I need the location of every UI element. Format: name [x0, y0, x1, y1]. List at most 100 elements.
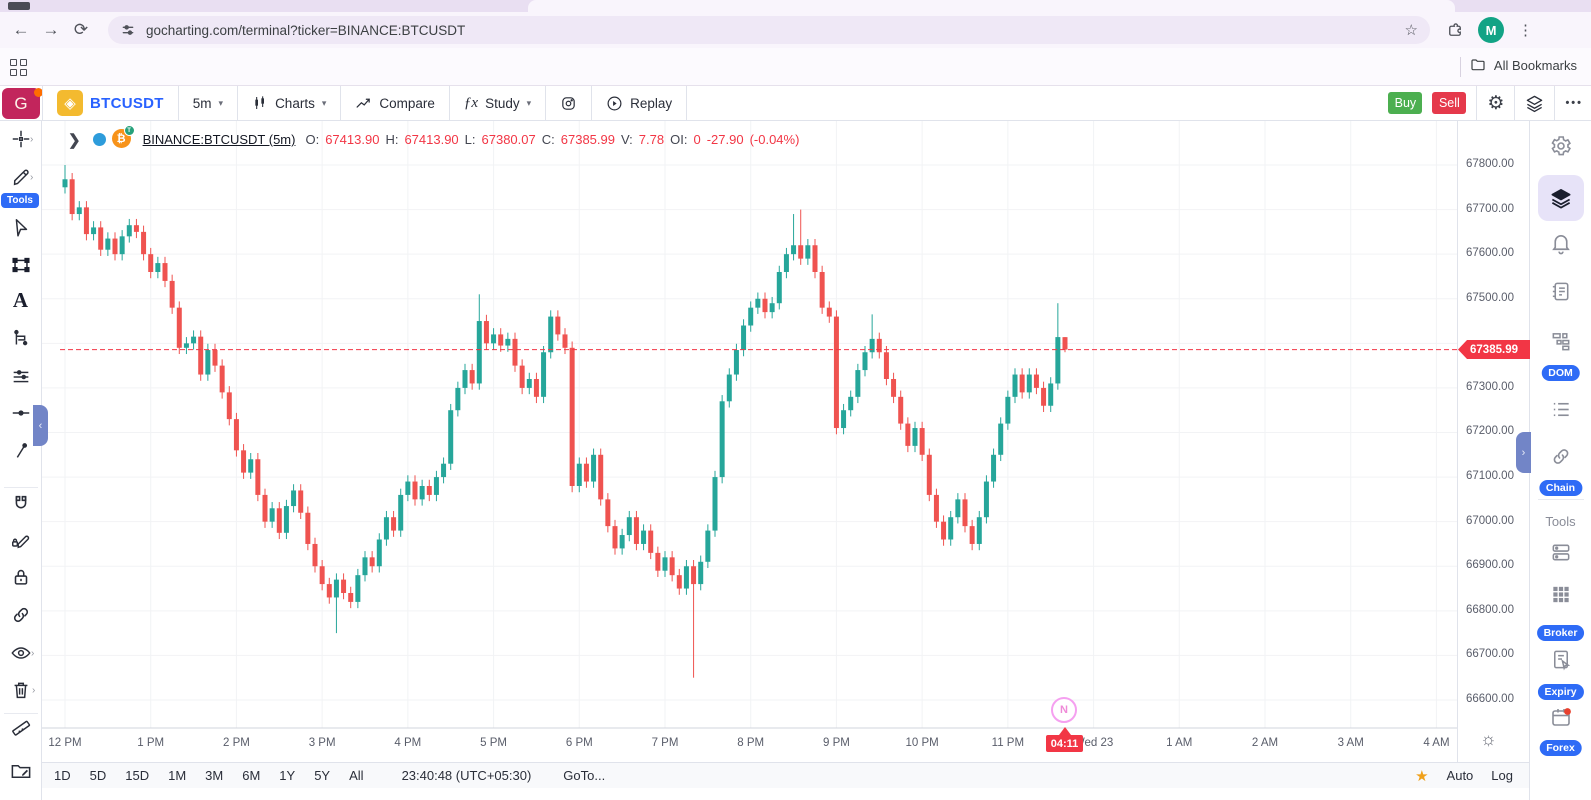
legend-symbol[interactable]: BINANCE:BTCUSDT (5m) — [142, 132, 296, 147]
range-5d[interactable]: 5D — [89, 768, 107, 783]
time-axis-label[interactable]: 3 AM — [1338, 737, 1364, 749]
range-6m[interactable]: 6M — [242, 768, 261, 783]
range-1m[interactable]: 1M — [168, 768, 187, 783]
forex-badge[interactable]: Forex — [1539, 740, 1582, 756]
cursor-tool[interactable] — [10, 217, 32, 239]
range-5y[interactable]: 5Y — [314, 768, 331, 783]
sidebar-broker[interactable] — [1549, 583, 1572, 606]
sidebar-expiry[interactable] — [1549, 648, 1572, 671]
range-all[interactable]: All — [349, 768, 364, 783]
price-axis-label[interactable]: 67300.00 — [1466, 380, 1514, 393]
delete-tool[interactable] — [10, 679, 32, 701]
time-axis-label[interactable]: 9 PM — [823, 737, 850, 749]
time-axis-label[interactable]: 5 PM — [480, 737, 507, 749]
hline-tool[interactable] — [10, 402, 32, 424]
price-axis-label[interactable]: 66800.00 — [1466, 603, 1514, 616]
time-axis-label[interactable]: 3 PM — [309, 737, 336, 749]
broker-badge[interactable]: Broker — [1536, 625, 1585, 641]
charts-menu[interactable]: Charts ▾ — [238, 86, 342, 120]
dom-badge[interactable]: DOM — [1541, 365, 1580, 381]
symbol-section[interactable]: ◈ BTCUSDT — [43, 86, 179, 120]
chevron-right-icon[interactable]: › — [32, 685, 36, 696]
sun-icon[interactable]: ☼ — [1480, 729, 1497, 749]
time-axis-label[interactable]: 1 AM — [1166, 737, 1192, 749]
magnet-tool[interactable] — [10, 493, 32, 515]
time-axis-label[interactable]: 8 PM — [737, 737, 764, 749]
range-1d[interactable]: 1D — [54, 768, 71, 783]
sidebar-list[interactable] — [1549, 398, 1572, 421]
time-axis-label[interactable]: 11 PM — [992, 737, 1024, 749]
apps-grid-icon[interactable] — [10, 59, 27, 76]
time-axis-label[interactable]: 2 PM — [223, 737, 250, 749]
compare-button[interactable]: Compare — [341, 86, 450, 120]
all-bookmarks-label[interactable]: All Bookmarks — [1493, 57, 1577, 73]
all-bookmarks[interactable]: All Bookmarks — [1470, 57, 1577, 73]
study-menu[interactable]: ƒx Study ▾ — [450, 86, 547, 120]
gocharting-logo[interactable]: G — [2, 88, 43, 119]
order-tool[interactable] — [10, 328, 32, 350]
site-settings-icon[interactable] — [120, 22, 136, 38]
sidebar-panels[interactable] — [1549, 541, 1572, 564]
goto-button[interactable]: GoTo... — [563, 768, 606, 783]
series-dot-icon[interactable] — [92, 133, 106, 146]
link-tool[interactable] — [10, 604, 32, 626]
time-axis-label[interactable]: 4 PM — [394, 737, 421, 749]
time-axis-label[interactable]: 2 AM — [1252, 737, 1278, 749]
shape-tool[interactable] — [10, 254, 32, 276]
layouts-icon[interactable] — [1525, 94, 1544, 113]
url-bar[interactable]: gocharting.com/terminal?ticker=BINANCE:B… — [108, 16, 1430, 44]
sidebar-dom[interactable] — [1549, 330, 1572, 353]
clock[interactable]: 23:40:48 (UTC+05:30) — [401, 768, 532, 783]
range-3m[interactable]: 3M — [205, 768, 224, 783]
range-15d[interactable]: 15D — [125, 768, 150, 783]
auto-scale-button[interactable]: Auto — [1446, 768, 1474, 783]
buy-button[interactable]: Buy — [1388, 92, 1423, 114]
back-icon[interactable]: ← — [12, 20, 30, 39]
browser-menu-icon[interactable]: ⋮ — [1518, 22, 1533, 39]
favorite-star-icon[interactable]: ★ — [1415, 767, 1429, 785]
time-axis-label[interactable]: Wed 23 — [1074, 737, 1113, 749]
range-1y[interactable]: 1Y — [279, 768, 296, 783]
price-axis-label[interactable]: 67600.00 — [1466, 247, 1514, 260]
price-axis-label[interactable]: 67800.00 — [1466, 158, 1514, 170]
sidebar-alerts[interactable] — [1549, 232, 1572, 255]
price-axis-label[interactable]: 67200.00 — [1466, 425, 1514, 438]
symbol-name[interactable]: BTCUSDT — [90, 94, 164, 112]
time-axis-label[interactable]: 6 PM — [566, 737, 593, 749]
price-axis-label[interactable]: 67700.00 — [1466, 202, 1514, 215]
reload-icon[interactable]: ⟳ — [73, 20, 89, 39]
sidebar-forex[interactable] — [1549, 705, 1573, 729]
extensions-icon[interactable] — [1446, 21, 1464, 39]
lock-tool[interactable] — [10, 566, 32, 588]
settings-gear-icon[interactable]: ⚙ — [1487, 92, 1505, 114]
sell-button[interactable]: Sell — [1432, 92, 1467, 114]
visibility-tool[interactable] — [10, 642, 32, 664]
price-axis-label[interactable]: 67100.00 — [1466, 470, 1514, 483]
pen-tool[interactable] — [10, 166, 32, 188]
chevron-right-icon[interactable]: › — [30, 134, 34, 145]
log-scale-button[interactable]: Log — [1491, 768, 1513, 783]
active-tab[interactable] — [528, 0, 1455, 12]
chevron-right-icon[interactable]: › — [31, 648, 35, 659]
fib-tool[interactable] — [10, 366, 32, 388]
replay-button[interactable]: Replay — [592, 86, 688, 120]
chain-badge[interactable]: Chain — [1538, 480, 1583, 496]
lock-drawing-tool[interactable] — [10, 529, 32, 551]
time-axis-label[interactable]: 12 PM — [48, 737, 81, 749]
trendline-tool[interactable] — [10, 440, 32, 462]
price-axis-label[interactable]: 66700.00 — [1466, 648, 1514, 661]
expiry-badge[interactable]: Expiry — [1537, 684, 1584, 700]
time-axis-label[interactable]: 4 AM — [1423, 737, 1449, 749]
chevron-right-icon[interactable]: › — [30, 172, 34, 183]
price-axis-label[interactable]: 67000.00 — [1466, 514, 1514, 527]
price-axis-label[interactable]: 67500.00 — [1466, 291, 1514, 304]
time-axis-label[interactable]: 10 PM — [906, 737, 939, 749]
text-tool[interactable]: A — [13, 288, 28, 313]
crosshair-tool[interactable] — [10, 128, 32, 150]
screenshot-button[interactable] — [546, 86, 593, 120]
measure-tool[interactable] — [10, 717, 32, 739]
bookmark-star-icon[interactable]: ☆ — [1404, 22, 1418, 39]
avatar[interactable]: M — [1478, 17, 1504, 43]
sidebar-layers[interactable] — [1549, 187, 1572, 210]
sidebar-chain[interactable] — [1549, 445, 1572, 468]
